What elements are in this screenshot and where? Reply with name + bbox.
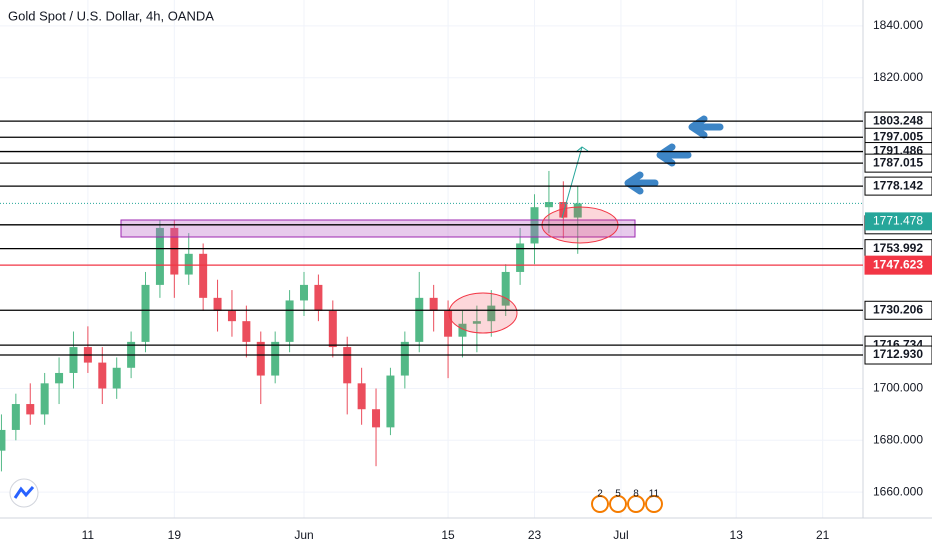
candle-body bbox=[444, 310, 453, 337]
candle-body bbox=[458, 323, 467, 337]
candle-body bbox=[400, 341, 409, 376]
x-tick-label: 15 bbox=[441, 528, 455, 542]
candle-body bbox=[242, 321, 251, 342]
candle-body bbox=[415, 297, 424, 342]
candle-body bbox=[256, 341, 265, 376]
event-label: 2 bbox=[597, 489, 603, 500]
candle-body bbox=[98, 362, 107, 389]
plot-area bbox=[0, 0, 863, 518]
candle-body bbox=[155, 227, 164, 285]
x-tick-label: Jun bbox=[294, 528, 313, 542]
event-icons: 2 5 8 11 bbox=[591, 489, 663, 513]
level-label-box bbox=[864, 345, 932, 365]
y-tick-label: 1660.000 bbox=[873, 484, 923, 498]
event-label: 11 bbox=[649, 489, 660, 500]
x-tick-label: 13 bbox=[730, 528, 744, 542]
candle-body bbox=[299, 284, 308, 301]
candle-body bbox=[314, 284, 323, 311]
candle-body bbox=[372, 409, 381, 428]
highlight-ellipse bbox=[448, 292, 518, 334]
x-tick-label: 23 bbox=[528, 528, 542, 542]
candle-body bbox=[472, 321, 481, 324]
candle-body bbox=[69, 347, 78, 373]
last-price-box bbox=[865, 212, 932, 231]
candle-body bbox=[11, 404, 20, 430]
level-label-box bbox=[864, 255, 932, 275]
x-tick-label: 11 bbox=[82, 528, 95, 542]
candle-body bbox=[0, 429, 6, 451]
candle-body bbox=[559, 202, 568, 218]
level-label: 1778.142 bbox=[873, 178, 923, 192]
candle-body bbox=[55, 372, 64, 384]
y-tick-label: 1700.000 bbox=[873, 381, 923, 395]
level-label: 1712.930 bbox=[873, 347, 923, 361]
candle-body bbox=[573, 203, 582, 218]
level-label: 1797.005 bbox=[873, 129, 923, 143]
candle-body bbox=[40, 383, 49, 415]
candle-body bbox=[227, 310, 236, 322]
logo bbox=[9, 478, 39, 508]
event-label: 5 bbox=[615, 489, 621, 500]
level-label: 1803.248 bbox=[873, 113, 923, 127]
candle-body bbox=[429, 297, 438, 311]
event-icon bbox=[627, 495, 645, 513]
event-icon bbox=[591, 495, 609, 513]
x-tick-label: 21 bbox=[816, 528, 830, 542]
level-label-box bbox=[864, 176, 932, 196]
event-icon bbox=[609, 495, 627, 513]
x-tick-label: Jul bbox=[613, 528, 628, 542]
level-label: 1730.206 bbox=[873, 302, 923, 316]
candle-body bbox=[386, 375, 395, 428]
candle-body bbox=[26, 404, 35, 415]
candle-body bbox=[112, 367, 121, 389]
candle-body bbox=[199, 253, 208, 298]
event-icon bbox=[645, 495, 663, 513]
last-price-label: 1771.478 bbox=[873, 214, 923, 228]
level-label: 1753.992 bbox=[873, 241, 923, 255]
y-tick-label: 1680.000 bbox=[873, 432, 923, 446]
candle-body bbox=[328, 310, 337, 348]
level-label-box bbox=[864, 153, 932, 173]
level-label: 1747.623 bbox=[873, 257, 923, 271]
candle-body bbox=[141, 284, 150, 342]
candle-body bbox=[357, 383, 366, 410]
candle-body bbox=[213, 297, 222, 311]
candle-body bbox=[285, 300, 294, 342]
projection-arrow bbox=[561, 146, 589, 219]
candle-body bbox=[516, 243, 525, 272]
level-label-box bbox=[864, 300, 932, 320]
candle-body bbox=[184, 253, 193, 275]
candle-body bbox=[271, 341, 280, 376]
level-label: 1787.015 bbox=[873, 155, 923, 169]
candle-body bbox=[343, 347, 352, 384]
event-label: 8 bbox=[633, 489, 639, 500]
candle-body bbox=[170, 227, 179, 275]
candle-body bbox=[487, 305, 496, 322]
x-tick-label: 19 bbox=[168, 528, 182, 542]
candle-body bbox=[544, 202, 553, 208]
candle-body bbox=[501, 271, 510, 306]
y-tick-label: 1840.000 bbox=[873, 18, 923, 32]
y-tick-label: 1820.000 bbox=[873, 70, 923, 84]
chart-title: Gold Spot / U.S. Dollar, 4h, OANDA bbox=[8, 8, 214, 23]
